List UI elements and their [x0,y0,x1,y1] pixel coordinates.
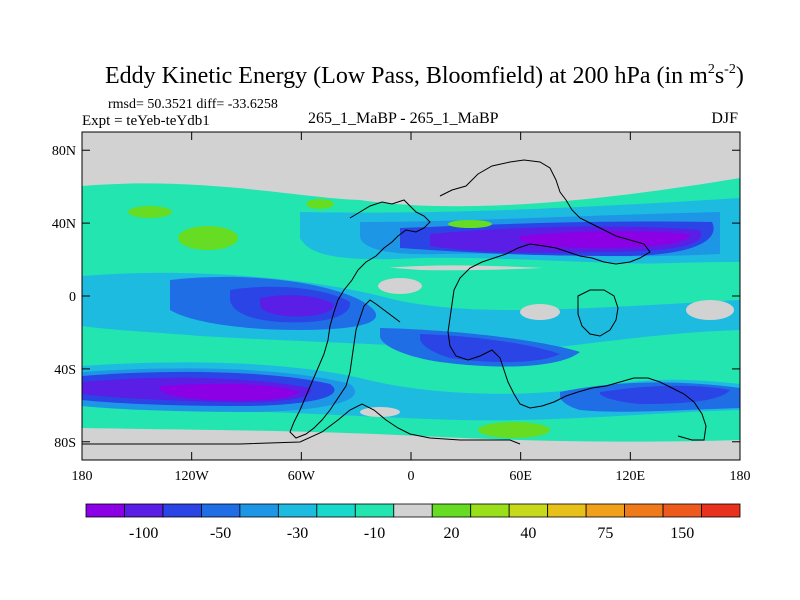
colorbar-swatch [277,503,318,518]
colorbar-swatch [431,503,472,518]
y-tick-label: 80S [54,436,76,451]
green-blob-natl [306,199,334,209]
green-blob-nafr [448,220,492,228]
x-tick-label: 120E [616,469,646,484]
nh-violet-core [520,231,690,248]
x-tick-label: 180 [72,469,93,484]
colorbar-label: 40 [520,525,536,542]
gray-patch-2 [378,278,422,294]
axes-layer: 180 120W 60W 0 60E 120E 180 80N 40N 0 40S 80S [52,132,751,484]
colorbar-label: 75 [597,525,613,542]
continent-australia [577,289,619,337]
colorbar-label: -50 [210,525,231,542]
y-tick-label: 80N [52,144,76,159]
field-layer [82,132,740,460]
colorbar-label: 150 [670,525,694,542]
gray-patch-1 [520,304,560,320]
continent-afroeurasia [439,159,707,441]
colorbar-swatch [585,503,625,518]
colorbar-swatch [508,503,549,518]
continent-outlines [82,159,707,445]
season-label: DJF [711,110,738,127]
subtitle-label: 265_1_MaBP - 265_1_MaBP [308,110,499,127]
colorbar-swatch [124,503,164,518]
colorbar-swatch [470,503,510,518]
colorbar-swatch [316,503,356,518]
colorbar-label: -10 [364,525,385,542]
tropic-purple-core [260,295,334,317]
y-tick-label: 0 [69,290,76,305]
colorbar-label: 20 [443,525,459,542]
colorbar-label: -30 [287,525,308,542]
sh-east-dark [600,385,730,404]
green-blob-southern [478,422,550,438]
colorbar-swatch [393,503,433,518]
gray-patch-3 [686,300,734,320]
x-tick-label: 120W [175,469,210,484]
colorbar-swatch [354,503,395,518]
green-blob-npac-west [128,206,172,218]
gray-patch-4 [360,407,400,417]
colorbar-swatch [662,503,702,518]
y-tick-label: 40N [52,217,76,232]
x-tick-label: 60W [288,469,316,484]
experiment-label: Expt = teYeb-teYdb1 [82,113,210,129]
colorbar-label: -100 [129,525,158,542]
continent-antarctica [82,403,521,445]
stats-label: rmsd= 50.3521 diff= -33.6258 [108,97,278,112]
colorbar: -100 -50 -30 -10 20 40 75 150 [85,503,741,542]
colorbar-swatch [547,503,587,518]
y-tick-label: 40S [54,363,76,378]
colorbar-swatch [162,503,202,518]
colorbar-swatch [85,503,125,518]
continent-americas [289,199,431,439]
colorbar-swatch [239,503,279,518]
x-tick-label: 0 [408,469,415,484]
colorbar-swatch [701,503,741,518]
colorbar-swatch [624,503,664,518]
x-tick-label: 180 [730,469,751,484]
chart-title: Eddy Kinetic Energy (Low Pass, Bloomfiel… [105,62,744,89]
green-blob-npac [178,226,238,250]
x-tick-label: 60E [509,469,532,484]
colorbar-swatch [201,503,241,518]
sh-violet-core [160,384,300,401]
